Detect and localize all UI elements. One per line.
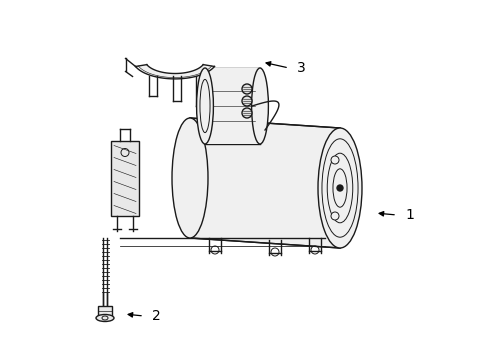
Text: 2: 2: [152, 309, 161, 323]
Bar: [111, 140, 139, 216]
Circle shape: [330, 156, 338, 164]
Circle shape: [242, 108, 251, 118]
Polygon shape: [135, 64, 214, 79]
Ellipse shape: [251, 68, 268, 144]
Circle shape: [336, 185, 342, 191]
Circle shape: [242, 84, 251, 94]
Text: 3: 3: [296, 61, 305, 75]
Bar: [98, 306, 112, 316]
Circle shape: [242, 96, 251, 106]
Ellipse shape: [96, 315, 114, 321]
Text: 1: 1: [404, 208, 413, 222]
Ellipse shape: [196, 68, 213, 144]
Polygon shape: [190, 118, 339, 248]
Ellipse shape: [317, 128, 361, 248]
Ellipse shape: [172, 118, 207, 238]
Circle shape: [330, 212, 338, 220]
Polygon shape: [204, 68, 260, 144]
